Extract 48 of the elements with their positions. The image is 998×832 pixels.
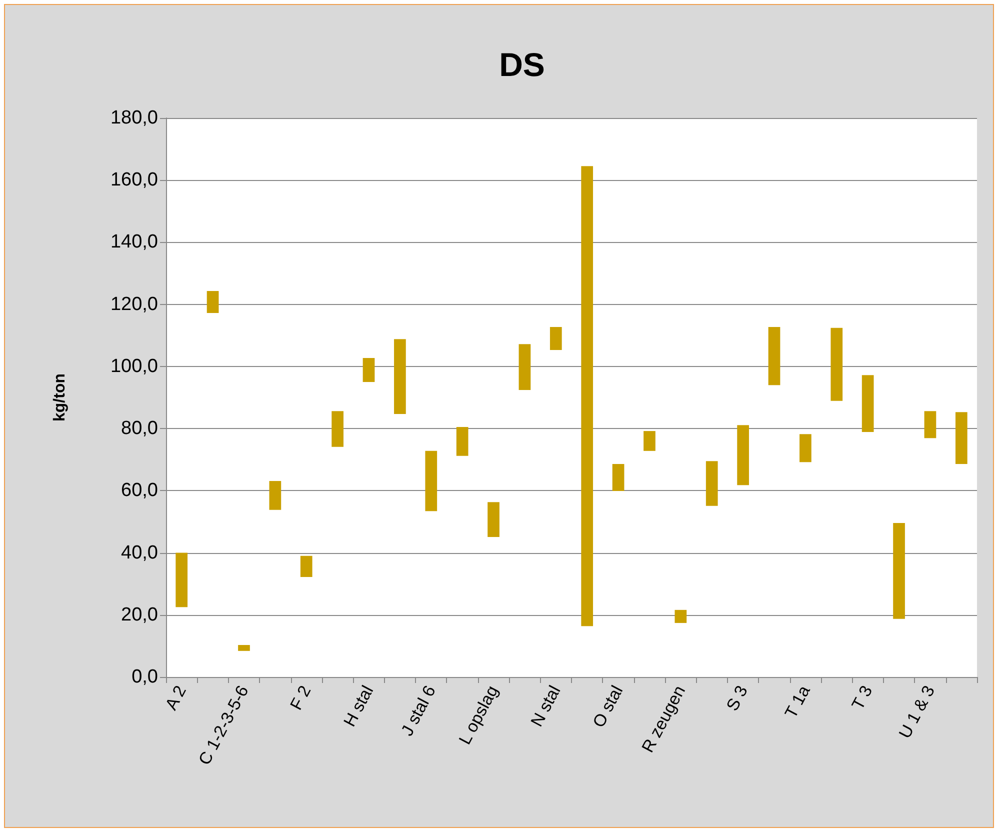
bar xyxy=(550,327,562,350)
x-tick-label: T 1a xyxy=(781,682,814,722)
bar xyxy=(800,434,812,462)
y-tick-label: 80,0 xyxy=(121,418,158,440)
bar xyxy=(488,502,500,537)
y-tick-label: 0,0 xyxy=(132,666,158,688)
bar xyxy=(768,327,780,386)
bar xyxy=(456,427,468,456)
x-tick-label: U 1 & 3 xyxy=(895,682,939,742)
bar xyxy=(924,411,936,438)
y-tick-label: 60,0 xyxy=(121,480,158,502)
bar xyxy=(332,411,344,447)
y-tick-label: 40,0 xyxy=(121,542,158,564)
x-tick-label: T 3 xyxy=(848,682,876,713)
x-tick-label: S 3 xyxy=(722,682,752,714)
x-tick-label: F 2 xyxy=(286,682,315,714)
bar xyxy=(206,290,219,314)
bar xyxy=(893,522,905,619)
x-tick-label: A 2 xyxy=(162,682,190,714)
y-tick-label: 180,0 xyxy=(110,108,158,128)
x-tick-label: J stal 6 xyxy=(398,682,440,739)
x-tick-label: O stal xyxy=(589,682,627,731)
bar xyxy=(674,610,687,623)
bar xyxy=(830,328,843,401)
bar xyxy=(425,450,438,512)
bar xyxy=(644,431,656,451)
y-tick-label: 100,0 xyxy=(110,356,158,377)
x-tick-label: N stal xyxy=(527,682,564,730)
chart-title: DS xyxy=(499,46,545,83)
bar xyxy=(176,552,188,608)
bar xyxy=(362,358,375,382)
bar xyxy=(518,344,531,390)
bar xyxy=(737,425,749,486)
y-axis-title: kg/ton xyxy=(52,374,68,422)
y-tick-label: 160,0 xyxy=(110,170,158,191)
bar xyxy=(955,412,968,464)
bar xyxy=(269,481,282,510)
bar xyxy=(706,461,718,506)
bar xyxy=(300,556,312,577)
bar xyxy=(238,645,250,651)
x-tick-label: H stal xyxy=(340,682,378,730)
bar xyxy=(581,166,594,626)
y-tick-label: 140,0 xyxy=(110,232,158,253)
bar xyxy=(612,464,624,491)
y-tick-label: 20,0 xyxy=(121,604,158,626)
bar xyxy=(394,339,406,414)
bar xyxy=(862,375,874,432)
y-tick-label: 120,0 xyxy=(110,294,158,315)
